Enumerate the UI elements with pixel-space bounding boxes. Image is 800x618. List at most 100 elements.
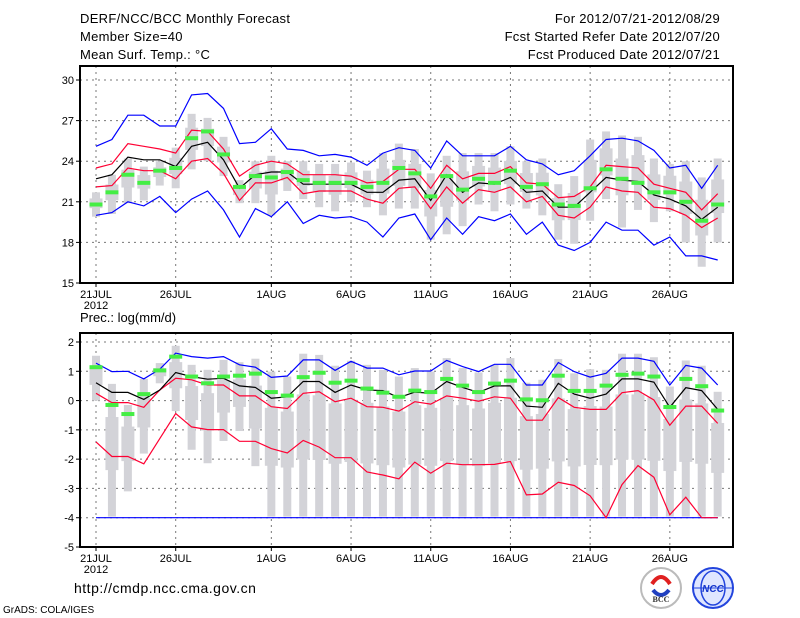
member-quartile-box	[472, 408, 486, 467]
website-link[interactable]: http://cmdp.ncc.cma.gov.cn	[74, 580, 257, 596]
observed-marker	[424, 390, 438, 395]
member-quartile-box	[647, 397, 661, 461]
series-line-ensemble-mean	[95, 141, 719, 221]
grads-credit: GrADS: COLA/IGES	[3, 605, 95, 616]
produced-date: Fcst Produced Date 2012/07/21	[527, 47, 720, 62]
observed-marker	[248, 174, 262, 179]
plot-frame	[79, 332, 734, 548]
member-quartile-box	[631, 394, 645, 460]
observed-marker	[264, 390, 278, 395]
x-tick-label: 26JUL	[160, 289, 192, 301]
member-quartile-box	[456, 405, 470, 465]
plot-frame	[79, 65, 734, 284]
member-quartile-box	[472, 165, 486, 187]
member-quartile-box	[169, 362, 183, 389]
observed-marker	[583, 388, 597, 393]
observed-marker	[567, 388, 581, 393]
observed-marker	[328, 180, 342, 185]
observed-marker	[408, 388, 422, 393]
observed-marker	[280, 393, 294, 398]
x-tick-label: 21JUL	[80, 289, 112, 301]
observed-marker	[89, 202, 103, 207]
observed-marker	[551, 202, 565, 207]
observed-marker	[217, 152, 231, 157]
member-quartile-box	[296, 394, 310, 460]
observed-marker	[121, 412, 135, 417]
series-line-upper	[95, 129, 719, 211]
observed-marker	[137, 392, 151, 397]
member-quartile-box	[695, 403, 709, 464]
observed-marker	[312, 180, 326, 185]
member-quartile-box	[121, 426, 135, 462]
y-tick-label: 0	[68, 396, 74, 408]
observed-marker	[615, 176, 629, 181]
observed-marker	[711, 202, 725, 207]
member-quartile-box	[344, 172, 358, 189]
observed-marker	[472, 390, 486, 395]
observed-marker	[328, 380, 342, 385]
y-tick-label: 21	[62, 197, 74, 209]
member-quartile-box	[201, 393, 215, 431]
observed-marker	[647, 374, 661, 379]
observed-marker	[201, 381, 215, 386]
member-quartile-box	[711, 422, 725, 473]
precip-panel-label: Prec.: log(mm/d)	[80, 310, 177, 325]
observed-marker	[360, 386, 374, 391]
observed-marker	[392, 394, 406, 399]
x-tick-label: 21JUL	[80, 553, 112, 565]
observed-marker	[615, 372, 629, 377]
x-tick-label: 21AUG	[572, 289, 608, 301]
y-tick-label: -2	[64, 454, 74, 466]
x-tick-label: 26AUG	[652, 289, 688, 301]
observed-marker	[185, 374, 199, 379]
x-tick-label: 1AUG	[256, 289, 286, 301]
observed-marker	[248, 371, 262, 376]
member-size: Member Size=40	[80, 29, 183, 44]
y-tick-label: 2	[68, 337, 74, 349]
y-tick-label: -3	[64, 483, 74, 495]
x-tick-label: 6AUG	[336, 553, 366, 565]
member-quartile-box	[488, 402, 501, 464]
observed-marker	[503, 168, 517, 173]
member-quartile-box	[503, 397, 517, 462]
observed-marker	[679, 199, 693, 204]
observed-marker	[153, 168, 167, 173]
x-tick-label: 26JUL	[160, 553, 192, 565]
observed-marker	[105, 402, 119, 407]
member-quartile-box	[185, 386, 199, 421]
series-line-lower	[95, 157, 719, 229]
member-quartile-box	[392, 411, 406, 468]
observed-marker	[376, 390, 390, 395]
series-line-min	[95, 190, 718, 261]
observed-marker	[695, 218, 709, 223]
observed-marker	[408, 171, 422, 176]
member-quartile-box	[280, 411, 294, 468]
observed-marker	[89, 365, 103, 370]
x-tick-label: 21AUG	[572, 553, 608, 565]
member-quartile-box	[137, 397, 151, 428]
observed-marker	[344, 378, 358, 383]
observed-marker	[264, 175, 278, 180]
observed-marker	[679, 376, 693, 381]
y-tick-label: 1	[68, 366, 74, 378]
y-tick-label: 15	[62, 278, 74, 290]
member-quartile-box	[679, 181, 693, 214]
observed-marker	[424, 194, 438, 199]
observed-marker	[392, 165, 406, 170]
y-tick-label: 18	[62, 237, 74, 249]
y-tick-label: 27	[62, 116, 74, 128]
x-tick-label: 16AUG	[492, 553, 528, 565]
observed-marker	[344, 180, 358, 185]
observed-marker	[631, 180, 645, 185]
observed-marker	[137, 180, 151, 185]
series-line-lower	[95, 412, 718, 519]
x-tick-label: 11AUG	[413, 553, 448, 565]
observed-marker	[647, 190, 661, 195]
observed-marker	[583, 186, 597, 191]
observed-marker	[488, 180, 501, 185]
member-quartile-box	[248, 385, 262, 429]
observed-marker	[663, 190, 677, 195]
member-quartile-box	[328, 175, 342, 195]
member-quartile-box	[312, 395, 326, 460]
observed-marker	[711, 408, 725, 413]
